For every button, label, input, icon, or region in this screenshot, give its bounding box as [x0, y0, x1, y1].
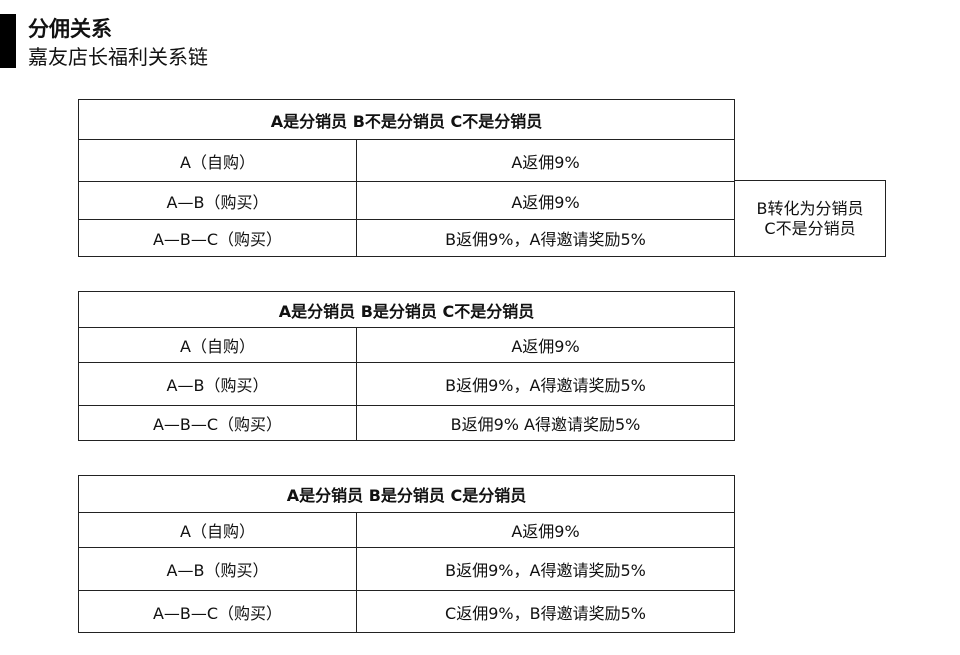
scenario-cell: A（自购）	[79, 513, 357, 547]
page-title: 分佣关系	[28, 17, 112, 41]
relation-table-3: A是分销员 B是分销员 C是分销员 A（自购） A返佣9% A—B（购买） B返佣9…	[78, 475, 735, 633]
reward-cell: B返佣9%，A得邀请奖励5%	[445, 376, 646, 395]
scenario-cell: A（自购）	[79, 140, 357, 181]
relation-table-1: A是分销员 B不是分销员 C不是分销员 A（自购） A返佣9% A—B（购买） A返…	[78, 99, 735, 257]
scenario-cell: A—B—C（购买）	[79, 591, 357, 632]
table-row: A（自购） A返佣9%	[79, 512, 734, 547]
note-line: C不是分销员	[764, 218, 856, 238]
scenario-cell: A（自购）	[79, 328, 357, 362]
page-subtitle: 嘉友店长福利关系链	[28, 45, 208, 69]
table-row: A—B—C（购买） B返佣9%，A得邀请奖励5%	[79, 219, 734, 256]
relation-table-2: A是分销员 B是分销员 C不是分销员 A（自购） A返佣9% A—B（购买） B返佣…	[78, 291, 735, 441]
table-heading: A是分销员 B不是分销员 C不是分销员	[270, 111, 543, 131]
scenario-cell: A—B（购买）	[79, 363, 357, 405]
table-row: A（自购） A返佣9%	[79, 139, 734, 181]
scenario-cell: A—B—C（购买）	[79, 220, 357, 256]
table-row: A—B（购买） B返佣9%，A得邀请奖励5%	[79, 362, 734, 405]
note-line: B转化为分销员	[756, 198, 864, 218]
reward-cell: B返佣9% A得邀请奖励5%	[450, 415, 641, 434]
table-row: A（自购） A返佣9%	[79, 327, 734, 362]
table-heading: A是分销员 B是分销员 C是分销员	[286, 486, 527, 505]
reward-cell: A返佣9%	[511, 152, 580, 172]
scenario-cell: A—B（购买）	[79, 182, 357, 219]
reward-cell: C返佣9%，B得邀请奖励5%	[445, 603, 646, 623]
table-heading: A是分销员 B是分销员 C不是分销员	[278, 301, 535, 321]
table-row: A—B（购买） B返佣9%，A得邀请奖励5%	[79, 547, 734, 590]
reward-cell: A返佣9%	[511, 522, 580, 541]
accent-bar	[0, 14, 16, 68]
reward-cell: A返佣9%	[511, 192, 580, 212]
conversion-note: B转化为分销员 C不是分销员	[735, 180, 886, 257]
table-row: A—B—C（购买） B返佣9% A得邀请奖励5%	[79, 405, 734, 440]
scenario-cell: A—B（购买）	[79, 548, 357, 590]
scenario-cell: A—B—C（购买）	[79, 406, 357, 440]
reward-cell: B返佣9%，A得邀请奖励5%	[445, 230, 646, 249]
table-row: A—B（购买） A返佣9%	[79, 181, 734, 219]
reward-cell: B返佣9%，A得邀请奖励5%	[445, 561, 646, 580]
table-row: A—B—C（购买） C返佣9%，B得邀请奖励5%	[79, 590, 734, 632]
reward-cell: A返佣9%	[511, 337, 580, 356]
